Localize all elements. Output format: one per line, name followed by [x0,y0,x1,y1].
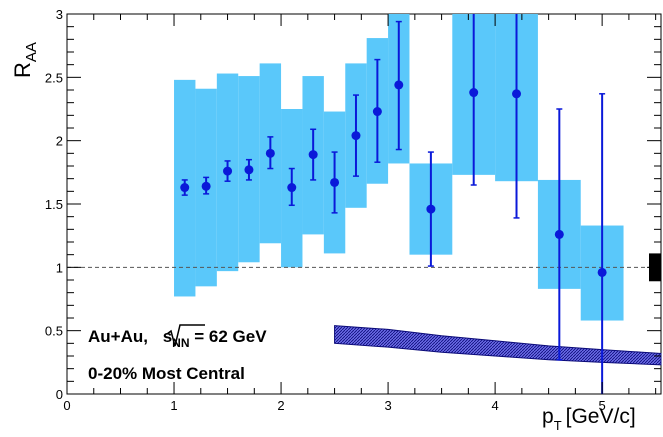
x-axis-title-sub: T [554,418,562,433]
data-point [554,229,564,239]
axis-ticks [66,13,661,395]
annotation-collision-system: Au+Au, sNN = 62 GeV [88,327,267,350]
x-tick-label: 2 [277,398,284,413]
data-point [469,88,479,98]
y-tick-label: 0 [56,387,63,402]
data-point [223,166,233,176]
data-point [351,131,361,141]
annotation-energy: = 62 GeV [190,327,268,346]
y-tick-label: 1.5 [45,197,63,212]
axis-tick-labels: 0 1 2 3 4 5 0 0.5 1 1.5 2 2.5 3 [45,7,606,413]
x-axis-title: pT [GeV/c] [542,405,636,433]
data-points [180,80,607,277]
x-tick-label: 3 [384,398,391,413]
data-point [426,204,436,214]
data-point [287,183,297,193]
ncoll-uncertainty-band [334,325,662,366]
x-axis-title-units: [GeV/c] [566,405,636,428]
data-point [265,148,275,158]
ncoll-band-area [334,325,662,366]
y-tick-label: 1 [56,260,63,275]
data-point [244,165,254,175]
x-tick-label: 5 [599,398,606,413]
x-tick-label: 4 [491,398,498,413]
data-point [201,181,211,191]
annotation-centrality: 0-20% Most Central [88,364,245,383]
data-point [512,89,522,99]
y-tick-label: 0.5 [45,324,63,339]
y-axis-title: RAA [10,42,40,78]
annotation-system-prefix: Au+Au, [88,327,153,346]
data-point [330,177,340,187]
stat-error-bars [181,14,606,394]
data-point [180,183,190,193]
y-axis-title-sub: AA [23,42,40,62]
data-point [597,267,607,277]
x-axis-title-main: p [542,405,554,428]
annotation-sqrt-arg: s [163,327,172,346]
sqrt-sign-icon [166,324,205,347]
y-tick-label: 2.5 [45,70,63,85]
data-point [372,107,382,117]
data-point [308,150,318,160]
data-point [394,80,404,90]
y-tick-label: 2 [56,134,63,149]
y-tick-label: 3 [56,7,63,22]
x-tick-label: 0 [63,398,70,413]
x-tick-label: 1 [170,398,177,413]
y-axis-title-main: R [10,62,35,78]
